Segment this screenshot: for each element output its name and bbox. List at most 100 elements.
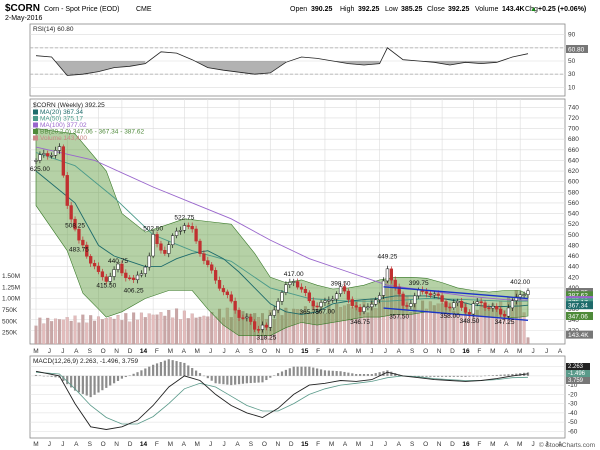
price-tick-label: 360: [568, 306, 579, 313]
x-axis-label: J: [545, 441, 548, 448]
price-candle: [73, 218, 77, 230]
price-candle: [135, 274, 140, 281]
macd-histogram-bar: [218, 375, 221, 384]
macd-histogram-bar: [304, 366, 307, 376]
x-axis-label: 15: [301, 441, 309, 448]
x-axis-label: A: [74, 441, 79, 448]
macd-tick-label: -30: [568, 401, 578, 408]
price-candle: [53, 150, 58, 156]
price-candle: [104, 276, 108, 282]
x-axis-label: D: [450, 348, 455, 355]
chg-value: +0.25 (+0.06%): [538, 6, 586, 13]
macd-histogram-bar: [109, 375, 112, 386]
price-candle: [467, 312, 472, 315]
price-tick-label: 500: [568, 232, 579, 239]
close-value: 392.25: [448, 6, 470, 13]
price-tick-label: 720: [568, 115, 579, 122]
macd-histogram-bar: [230, 375, 233, 386]
price-candle: [100, 271, 105, 278]
price-candle: [502, 314, 507, 317]
volume-bar: [202, 315, 206, 345]
x-axis-label: D: [289, 441, 294, 448]
macd-tick-label: -10: [568, 382, 578, 389]
macd-histogram-bar: [300, 366, 303, 376]
price-candle: [61, 146, 65, 176]
price-candle: [475, 301, 479, 304]
price-candle: [206, 260, 210, 265]
rsi-tick-label: 10: [568, 84, 576, 91]
macd-histogram-bar: [499, 374, 502, 376]
macd-histogram-bar: [433, 375, 436, 377]
volume-bar: [128, 321, 132, 345]
price-candle: [463, 307, 468, 313]
macd-histogram-bar: [70, 375, 73, 388]
volume-bar: [163, 315, 167, 345]
price-candle: [409, 303, 413, 307]
price-candle: [479, 301, 483, 304]
macd-histogram-bar: [124, 375, 127, 378]
ma100-line: [35, 146, 529, 301]
price-candle: [77, 228, 81, 241]
macd-histogram-bar: [339, 371, 342, 376]
x-axis-middle: M J J A S O N D 14 F M A M J J A S O N D 15 F M A M J J A S O N D 16 F M A M…: [33, 348, 563, 355]
volume-bar: [421, 300, 425, 345]
rsi-ticks: 9070503010: [568, 32, 576, 92]
x-axis-label: A: [182, 348, 187, 355]
volume-bar: [417, 312, 421, 345]
volume-bar: [284, 307, 288, 345]
volume-bars: [34, 270, 530, 345]
open-label: Open: [290, 6, 307, 13]
x-axis-label: S: [410, 441, 415, 448]
volume-bar: [342, 305, 346, 345]
date-label: 2-May-2016: [5, 15, 42, 22]
macd-histogram-bar: [97, 375, 100, 393]
x-axis-label: N: [114, 441, 119, 448]
macd-histogram-bar: [148, 366, 151, 376]
legend-entry: Volume 143,400: [40, 135, 87, 142]
volume-bar: [93, 320, 97, 345]
macd-histogram-bar: [448, 375, 452, 377]
price-tick-label: 740: [568, 104, 579, 111]
price-tick-label: 640: [568, 157, 579, 164]
macd-tick-label: -20: [568, 391, 578, 398]
right-value-badge: [566, 301, 593, 310]
volume-tick-label: 500K: [2, 318, 18, 325]
rsi-below-50-fill: [55, 61, 146, 76]
price-candle: [253, 321, 257, 330]
rsi-value-badge-text: 60.80: [568, 47, 585, 54]
x-axis-label: A: [397, 441, 402, 448]
price-candle: [456, 300, 460, 303]
volume-bar: [370, 298, 374, 345]
price-candle: [245, 316, 249, 319]
price-candle: [397, 286, 401, 295]
volume-bar: [210, 312, 214, 345]
macd-histogram-bar: [452, 375, 455, 377]
macd-histogram-bar: [417, 375, 420, 377]
volume-bar: [85, 322, 89, 345]
volume-bar: [522, 312, 526, 345]
price-annotation-label: 367.00: [315, 308, 335, 315]
volume-ticks: 1.50M 1.25M 1.00M 750K 500K 250K: [2, 273, 20, 337]
x-axis-label: J: [48, 348, 51, 355]
macd-histogram-bar: [50, 375, 53, 377]
price-annotation-label: 365.75: [299, 309, 319, 316]
volume-bar: [77, 322, 81, 345]
macd-histogram-bar: [206, 375, 209, 379]
price-candle: [307, 292, 311, 302]
price-candle: [221, 288, 226, 293]
price-candle: [303, 288, 308, 293]
volume-bar: [264, 318, 268, 345]
x-axis-bottom: M J J A S O N D 14 F M A M J J A S O N D 15 F M A M J J A S O N D 16 F M A M…: [33, 441, 563, 448]
macd-histogram-bar: [429, 375, 432, 377]
macd-histogram-bar: [116, 375, 120, 381]
high-label: High: [340, 6, 355, 13]
price-candle: [491, 306, 495, 309]
volume-bar: [143, 317, 147, 345]
volume-bar: [190, 313, 194, 345]
right-value-badge-text: 347.06: [568, 313, 588, 320]
x-axis-label: J: [545, 348, 548, 355]
volume-bar: [292, 308, 296, 345]
price-annotation-label: 449.25: [377, 254, 397, 261]
x-axis-label: J: [532, 441, 535, 448]
